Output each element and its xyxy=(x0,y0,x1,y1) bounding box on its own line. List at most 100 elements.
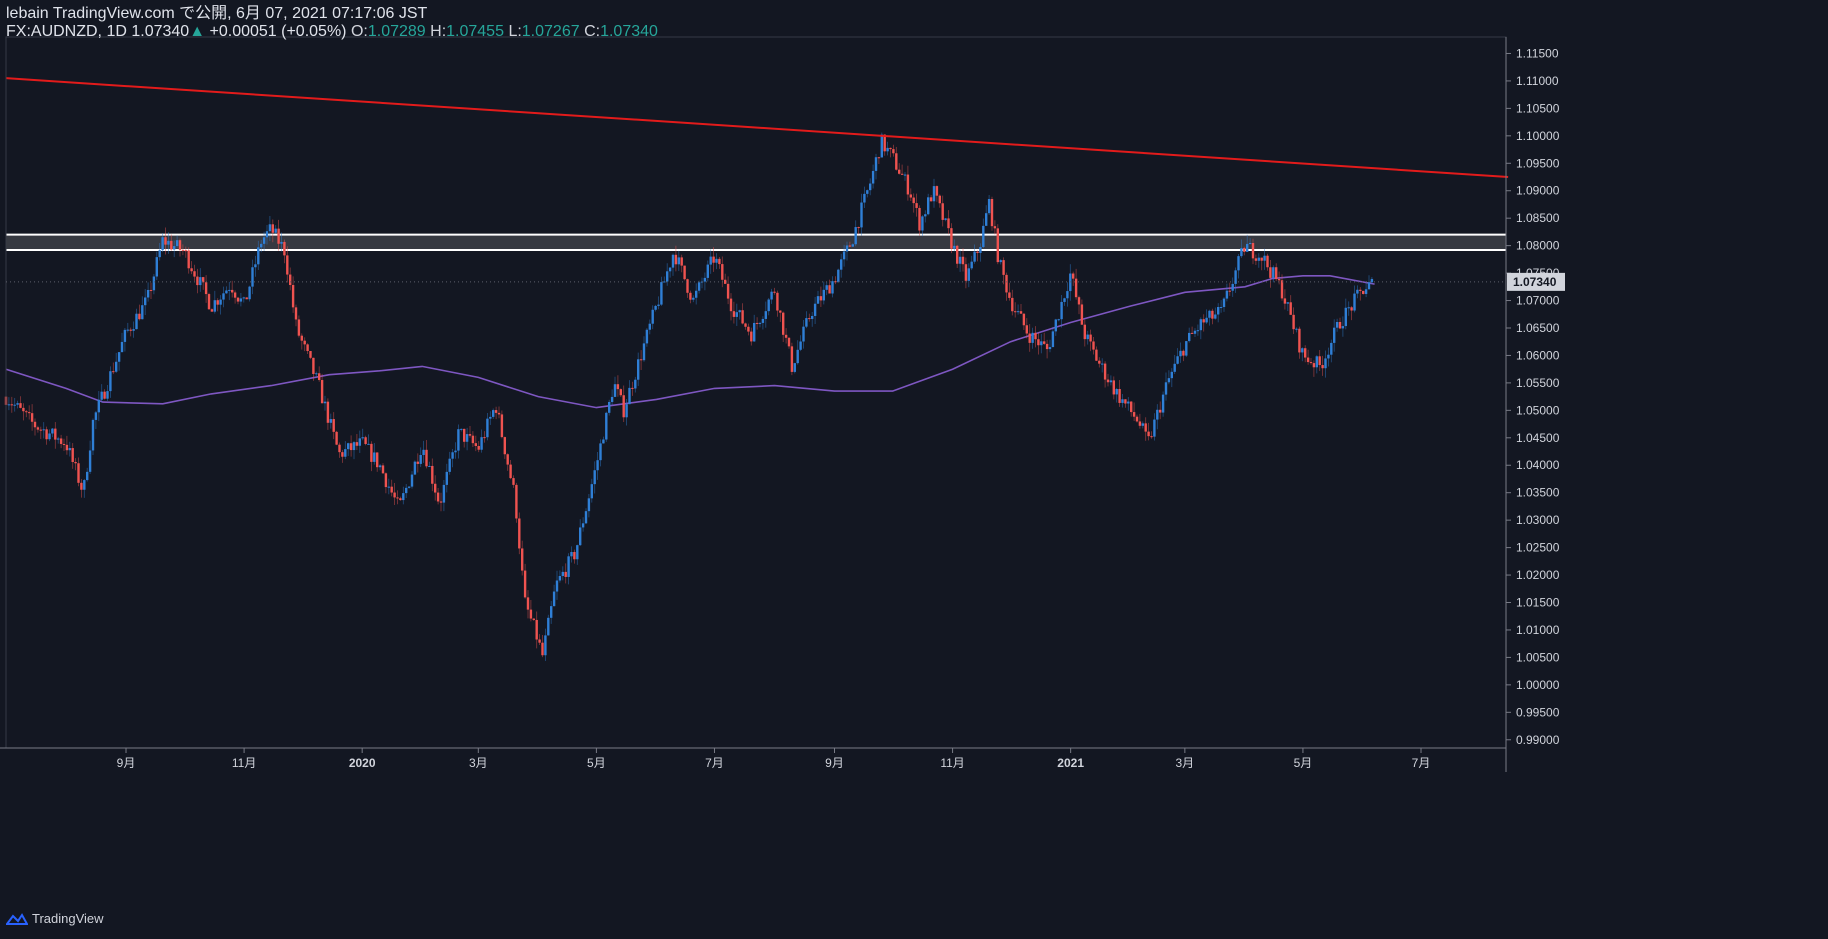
candle-up xyxy=(610,396,614,402)
candle-down xyxy=(468,434,472,436)
price-tick-label: 1.01500 xyxy=(1516,596,1560,610)
candle-down xyxy=(338,444,341,453)
candle-down xyxy=(877,157,881,159)
time-tick-label: 11月 xyxy=(232,756,256,770)
candle-up xyxy=(51,428,54,434)
candle-down xyxy=(674,254,678,265)
candle-down xyxy=(149,289,153,291)
price-tick-label: 1.11500 xyxy=(1516,46,1559,60)
candle-down xyxy=(1289,302,1292,315)
candle-up xyxy=(1208,310,1211,318)
candle-down xyxy=(526,597,530,610)
candle-up xyxy=(764,311,767,319)
candle-up xyxy=(344,449,347,457)
candle-up xyxy=(944,218,947,220)
candle-up xyxy=(593,470,596,485)
candle-up xyxy=(715,258,718,263)
candle-up xyxy=(880,134,883,158)
candle-down xyxy=(622,395,625,418)
candlestick-series xyxy=(4,132,1374,661)
price-tick-label: 1.08000 xyxy=(1516,239,1560,253)
candle-down xyxy=(935,186,939,196)
candle-up xyxy=(1054,319,1057,332)
candle-up xyxy=(581,523,585,528)
time-tick-label: 9月 xyxy=(117,756,136,770)
candle-up xyxy=(822,289,825,301)
candle-up xyxy=(1330,342,1333,355)
candle-down xyxy=(1080,304,1084,325)
candle-up xyxy=(660,282,663,305)
candle-down xyxy=(381,465,385,474)
candle-up xyxy=(625,404,628,418)
candle-up xyxy=(811,315,814,319)
candle-up xyxy=(860,202,863,228)
candle-up xyxy=(651,309,654,324)
candle-up xyxy=(329,419,332,423)
candle-down xyxy=(790,346,794,372)
candle-down xyxy=(1254,258,1258,261)
candle-up xyxy=(1161,394,1165,413)
candle-down xyxy=(990,199,994,227)
candle-up xyxy=(1048,347,1052,350)
candle-down xyxy=(294,307,298,320)
candle-up xyxy=(68,448,71,451)
candle-down xyxy=(30,413,34,422)
candle-up xyxy=(706,264,709,278)
price-tick-label: 1.11000 xyxy=(1516,74,1559,88)
candle-up xyxy=(106,391,109,399)
candle-up xyxy=(985,213,988,226)
candle-down xyxy=(1089,334,1092,342)
candle-up xyxy=(805,318,808,327)
candle-down xyxy=(500,414,504,438)
candle-down xyxy=(431,465,434,484)
candle-down xyxy=(1022,313,1026,326)
candle-up xyxy=(1234,270,1237,284)
candle-down xyxy=(1124,399,1127,404)
candle-down xyxy=(80,482,83,490)
candle-down xyxy=(639,359,643,361)
candle-up xyxy=(767,299,770,312)
candle-up xyxy=(1016,311,1020,313)
candle-up xyxy=(1246,243,1249,252)
candle-up xyxy=(254,264,257,268)
candle-down xyxy=(1243,247,1246,252)
candle-down xyxy=(993,226,997,229)
candle-down xyxy=(187,250,190,269)
candle-down xyxy=(193,271,196,277)
candle-down xyxy=(471,435,475,444)
candle-up xyxy=(489,416,492,419)
candle-down xyxy=(1309,362,1313,364)
candle-up xyxy=(492,410,495,417)
low-label: L: xyxy=(508,23,522,40)
candle-up xyxy=(703,277,707,282)
candle-up xyxy=(13,404,16,406)
candle-up xyxy=(480,437,483,450)
time-tick-label: 5月 xyxy=(1294,756,1313,770)
candle-down xyxy=(1306,357,1310,363)
candle-down xyxy=(744,323,747,327)
candle-down xyxy=(538,639,541,643)
price-tick-label: 1.09500 xyxy=(1516,156,1560,170)
tradingview-footer[interactable]: TradingView xyxy=(6,911,104,926)
price-tick-label: 1.10500 xyxy=(1516,101,1560,115)
candle-down xyxy=(396,497,399,499)
candle-down xyxy=(1144,423,1147,432)
time-tick-label: 2020 xyxy=(349,756,376,770)
candle-down xyxy=(729,298,733,312)
candle-down xyxy=(22,407,25,412)
candle-down xyxy=(297,319,301,336)
candle-down xyxy=(1298,328,1301,353)
candle-up xyxy=(735,312,738,317)
candle-up xyxy=(799,341,802,350)
candle-down xyxy=(616,384,620,390)
candle-down xyxy=(216,300,219,305)
price-tick-label: 0.99000 xyxy=(1516,733,1560,747)
price-tick-label: 1.05500 xyxy=(1516,376,1560,390)
candle-up xyxy=(796,349,799,364)
symbol-legend[interactable]: FX:AUDNZD, 1D 1.07340▲ +0.00051 (+0.05%)… xyxy=(6,23,658,41)
candle-up xyxy=(973,251,976,262)
candle-up xyxy=(1217,307,1220,315)
candle-up xyxy=(871,170,875,184)
candle-down xyxy=(683,265,686,280)
